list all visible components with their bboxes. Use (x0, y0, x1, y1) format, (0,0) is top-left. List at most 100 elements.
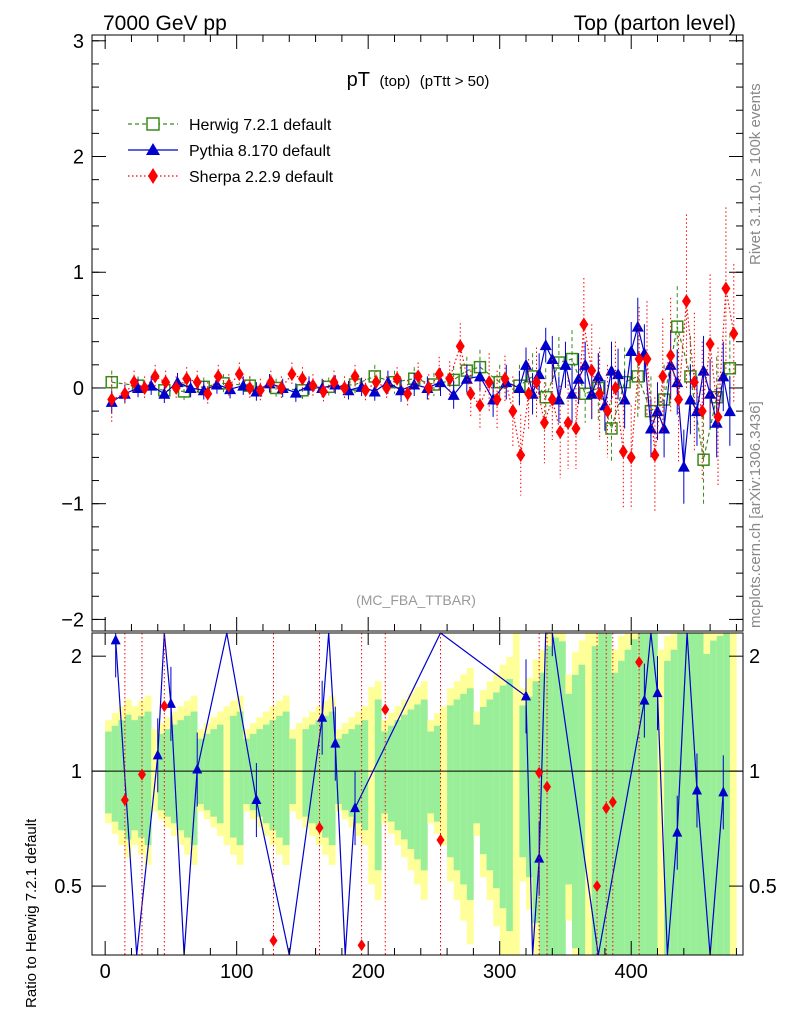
data-point (642, 352, 652, 367)
data-point (587, 363, 597, 378)
data-point (723, 362, 737, 375)
data-point (520, 358, 532, 370)
data-point (500, 371, 510, 386)
ratio-point (718, 786, 729, 797)
band-green (624, 649, 632, 955)
data-point (689, 375, 699, 390)
data-point (618, 393, 631, 405)
band-green (703, 654, 711, 955)
legend-sherpa: Sherpa 2.2.9 default (128, 168, 334, 186)
data-point (555, 424, 565, 439)
series-line (111, 324, 731, 467)
data-point (684, 393, 697, 405)
data-point (234, 367, 244, 382)
data-point (631, 320, 644, 332)
data-point (697, 453, 710, 466)
data-point (563, 415, 573, 430)
data-point (681, 294, 691, 309)
data-point (572, 372, 585, 384)
data-point (350, 369, 360, 384)
ratio-tick-label: 0.5 (54, 876, 82, 898)
band-green (256, 729, 264, 817)
ratio-tick-label-right: 1 (749, 761, 760, 783)
band-green (164, 729, 172, 817)
y-tick-label: 1 (73, 262, 84, 284)
band-green (558, 641, 566, 955)
ratio-point (251, 794, 262, 805)
band-green (118, 720, 126, 831)
band-yellow (368, 687, 376, 885)
data-point (658, 369, 668, 384)
main-panel: 3 2 1 0 −1 −2 pT (top) (pTtt > 50) Herwig 7.2… (61, 31, 744, 632)
ratio-point (120, 794, 129, 807)
band-green (591, 646, 599, 955)
data-point (595, 386, 605, 401)
data-point (318, 384, 328, 399)
data-point (565, 352, 579, 366)
band-yellow (585, 633, 593, 955)
ratio-point (635, 656, 644, 669)
band-green (361, 720, 369, 831)
band-yellow (223, 706, 231, 846)
data-point (171, 380, 181, 395)
band-green (309, 724, 316, 824)
data-point (413, 369, 423, 384)
ratio-tick-label-right: 2 (749, 646, 760, 668)
data-point (579, 317, 589, 332)
band-green (216, 724, 224, 824)
band-green (190, 711, 198, 846)
ratio-point (593, 880, 602, 893)
band-green (644, 633, 652, 955)
band-green (664, 660, 671, 955)
data-point (368, 385, 381, 397)
band-green (427, 731, 435, 814)
data-point (132, 381, 145, 393)
data-point (203, 386, 213, 401)
band-green (433, 725, 441, 822)
band-green (276, 715, 283, 838)
band-green (144, 711, 152, 846)
ratio-point (691, 784, 702, 795)
band-green (249, 733, 257, 811)
band-green (631, 639, 639, 955)
series-1 (105, 297, 736, 504)
data-point (424, 380, 434, 395)
band-green (506, 679, 514, 932)
band-green (420, 699, 428, 871)
data-point (605, 422, 618, 435)
y-tick-label: 0 (73, 378, 84, 400)
band-green (315, 720, 323, 831)
data-point (625, 344, 638, 356)
data-point (150, 369, 160, 384)
data-point (460, 372, 473, 384)
main-frame (91, 34, 744, 632)
data-point (473, 370, 486, 382)
ratio-frame (91, 632, 744, 956)
band-green (677, 633, 685, 955)
x-tick-label: 0 (100, 961, 111, 983)
data-point (697, 404, 707, 419)
data-point (289, 386, 302, 398)
data-point (674, 392, 684, 407)
data-point (492, 392, 502, 407)
data-point (266, 375, 276, 390)
band-green (328, 711, 336, 846)
band-green (611, 672, 619, 955)
y-tick-label: 3 (73, 31, 84, 53)
plot-title: pT (top) (pTtt > 50) (347, 69, 490, 91)
band-green (177, 720, 185, 831)
ratio-tick-label: 2 (71, 646, 82, 668)
data-point (475, 398, 485, 413)
band-green (650, 633, 658, 955)
y-tick-label: −2 (61, 609, 84, 631)
analysis-tag: (MC_FBA_TTBAR) (356, 592, 476, 608)
data-point (192, 375, 202, 390)
band-green (236, 711, 244, 846)
data-point (297, 371, 307, 386)
data-point (213, 369, 223, 384)
band-green (479, 706, 487, 855)
ratio-point (152, 749, 163, 760)
band-yellow (151, 729, 159, 812)
band-green (407, 709, 415, 850)
rivet-label: Rivet 3.1.10, ≥ 100k events (747, 83, 764, 265)
